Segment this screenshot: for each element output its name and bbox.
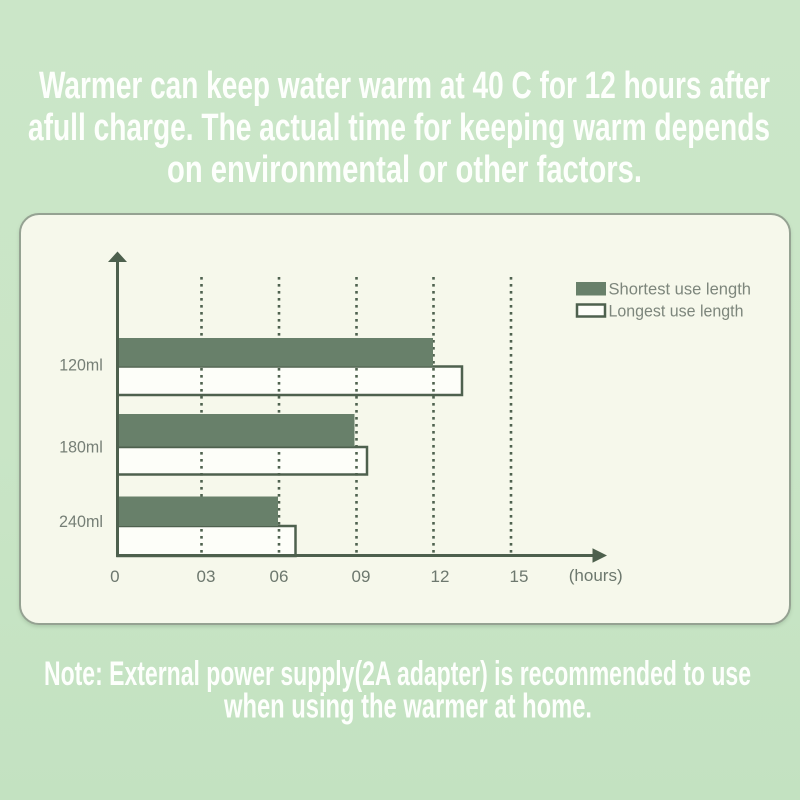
svg-text:03: 03 [197,567,216,586]
svg-text:15: 15 [510,567,529,586]
svg-text:Warmer can keep water warm at: Warmer can keep water warm at 40 C for 1… [39,65,770,107]
svg-text:240ml: 240ml [59,513,103,531]
svg-text:Shortest use length: Shortest use length [609,281,752,299]
svg-text:06: 06 [270,567,289,586]
svg-text:Note: External power supply(2A: Note: External power supply(2A adapter) … [44,655,751,693]
svg-text:on environmental or other fact: on environmental or other factors. [167,149,642,191]
svg-text:when using the warmer at home.: when using the warmer at home. [223,688,592,726]
svg-text:12: 12 [431,567,450,586]
svg-text:(hours): (hours) [569,566,623,585]
svg-text:Longest use length: Longest use length [609,303,744,321]
svg-text:0: 0 [110,567,119,586]
svg-text:120ml: 120ml [59,357,103,375]
svg-text:afull charge. The actual time: afull charge. The actual time for keepin… [28,107,770,149]
svg-text:180ml: 180ml [59,439,103,457]
svg-text:09: 09 [352,567,371,586]
